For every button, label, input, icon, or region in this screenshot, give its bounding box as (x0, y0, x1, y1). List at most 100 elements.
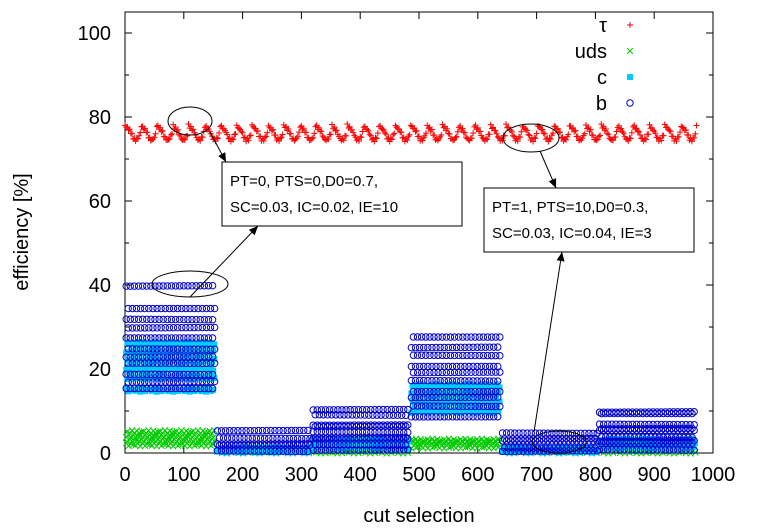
data-point (469, 343, 477, 351)
data-point (510, 447, 517, 454)
data-point (225, 427, 234, 435)
data-point (475, 351, 483, 360)
data-point (359, 128, 366, 135)
data-point (572, 429, 581, 438)
x-tick-label: 800 (579, 464, 612, 486)
data-point (467, 402, 475, 411)
data-point (184, 353, 192, 361)
data-point (473, 413, 481, 421)
data-point (639, 424, 647, 433)
data-point (481, 343, 490, 351)
data-point (618, 125, 625, 132)
x-tick-label: 0 (119, 464, 130, 486)
data-point (165, 304, 174, 313)
data-point (159, 127, 166, 134)
data-point (489, 377, 498, 385)
data-point (477, 343, 486, 351)
data-point (592, 447, 599, 454)
data-point (354, 406, 363, 414)
data-point (365, 127, 372, 134)
data-point (479, 402, 488, 411)
data-point (132, 304, 141, 313)
data-point (612, 133, 619, 140)
data-point (556, 437, 564, 445)
data-point (691, 134, 698, 141)
data-point (471, 387, 479, 396)
data-point (454, 333, 463, 341)
data-point (639, 433, 647, 441)
data-point (196, 334, 204, 342)
annotation-text: PT=1, PTS=10,D0=0.3, (492, 199, 648, 216)
y-tick-label: 60 (89, 191, 111, 213)
data-point (494, 133, 501, 140)
data-point (487, 351, 496, 360)
data-point (186, 378, 194, 386)
data-point (526, 132, 533, 139)
data-point (136, 378, 145, 386)
data-point (476, 392, 483, 399)
data-point (171, 282, 180, 290)
data-point (306, 434, 314, 443)
data-point (651, 424, 659, 433)
data-point (206, 304, 215, 313)
data-point (487, 333, 496, 341)
legend-label: τ (599, 15, 607, 37)
data-point (281, 434, 289, 443)
data-point (411, 413, 420, 421)
annotation-arrowhead (556, 252, 565, 262)
data-point (485, 362, 494, 371)
data-point (539, 429, 548, 437)
data-point (422, 333, 430, 341)
data-point (204, 384, 213, 393)
data-point (145, 345, 153, 353)
data-point (489, 343, 498, 351)
data-point (184, 315, 192, 324)
data-point (463, 351, 471, 360)
data-point (430, 333, 438, 341)
data-point (171, 370, 180, 379)
data-point (285, 434, 294, 443)
data-point (204, 334, 213, 342)
data-point (402, 433, 410, 442)
data-point (649, 437, 657, 445)
data-point (413, 351, 422, 359)
data-point (436, 362, 444, 371)
data-point (682, 408, 690, 416)
data-point (358, 446, 367, 454)
data-point (605, 131, 612, 138)
data-point (210, 386, 217, 393)
x-tick-label: 200 (226, 464, 259, 486)
data-point (130, 315, 139, 323)
data-point (682, 446, 690, 454)
data-point (679, 124, 686, 131)
data-point (397, 433, 406, 442)
data-point (628, 437, 637, 445)
data-point (201, 429, 209, 436)
data-point (134, 282, 143, 290)
data-point (517, 134, 524, 141)
data-point (161, 133, 168, 140)
data-point (204, 282, 213, 290)
data-point (343, 435, 350, 442)
y-axis-title: efficiency [%] (11, 173, 33, 290)
data-point (594, 136, 601, 143)
data-point (554, 444, 562, 452)
data-point (566, 444, 575, 452)
data-point (405, 133, 412, 140)
data-point (618, 433, 626, 441)
data-point (643, 424, 651, 433)
data-point (546, 135, 553, 142)
data-point (186, 359, 194, 367)
data-point (597, 132, 604, 139)
data-point (184, 370, 192, 379)
data-point (634, 424, 643, 433)
data-point (136, 339, 143, 346)
data-point (684, 439, 692, 447)
data-point (167, 315, 176, 324)
data-point (248, 434, 257, 442)
data-point (676, 433, 684, 442)
data-point (192, 315, 200, 324)
data-point (144, 367, 151, 374)
data-point (206, 345, 215, 353)
data-point (283, 426, 291, 435)
